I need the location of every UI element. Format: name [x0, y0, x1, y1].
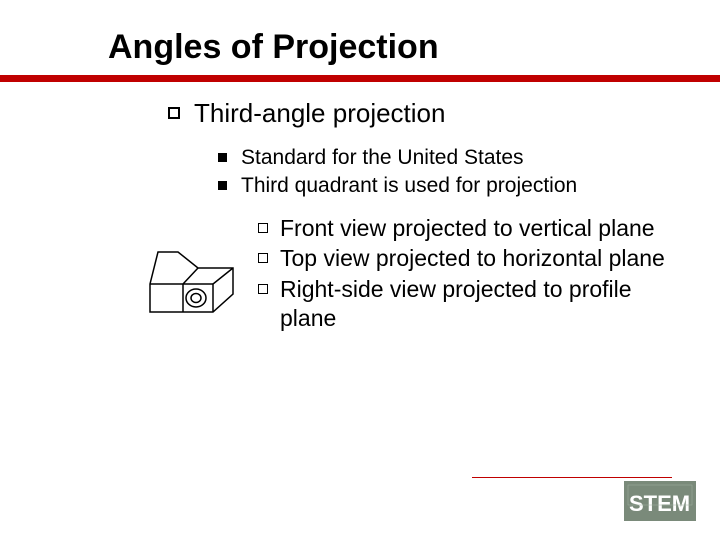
solid-square-bullet-icon [218, 181, 227, 190]
open-square-bullet-icon [258, 223, 268, 233]
projection-diagram [138, 244, 248, 329]
bullet-level2: Standard for the United States Third qua… [218, 145, 672, 200]
bullet-level3: Front view projected to vertical plane T… [258, 214, 672, 335]
level2-text: Third quadrant is used for projection [241, 173, 577, 199]
slide-title: Angles of Projection [108, 28, 672, 67]
level2-item: Third quadrant is used for projection [218, 173, 672, 199]
level3-text: Right-side view projected to profile pla… [280, 275, 672, 333]
logo-text: STEM [629, 491, 690, 516]
level2-text: Standard for the United States [241, 145, 524, 171]
solid-square-bullet-icon [218, 153, 227, 162]
open-square-bullet-icon [258, 253, 268, 263]
level3-text: Front view projected to vertical plane [280, 214, 655, 243]
title-underline [0, 75, 720, 82]
open-square-bullet-icon [258, 284, 268, 294]
level1-text: Third-angle projection [194, 98, 445, 129]
third-angle-symbol-icon [138, 244, 248, 324]
open-square-bullet-icon [168, 107, 180, 119]
level3-text: Top view projected to horizontal plane [280, 244, 665, 273]
level3-item: Front view projected to vertical plane [258, 214, 672, 243]
level1-item: Third-angle projection [168, 98, 672, 129]
stem-logo-icon: STEM [624, 481, 696, 521]
footer-accent-line [472, 477, 672, 479]
level3-container: Front view projected to vertical plane T… [138, 214, 672, 335]
stem-logo: STEM [624, 481, 696, 526]
bullet-level1: Third-angle projection [168, 98, 672, 129]
level3-item: Top view projected to horizontal plane [258, 244, 672, 273]
slide: Angles of Projection Third-angle project… [0, 0, 720, 540]
level2-item: Standard for the United States [218, 145, 672, 171]
level3-item: Right-side view projected to profile pla… [258, 275, 672, 333]
